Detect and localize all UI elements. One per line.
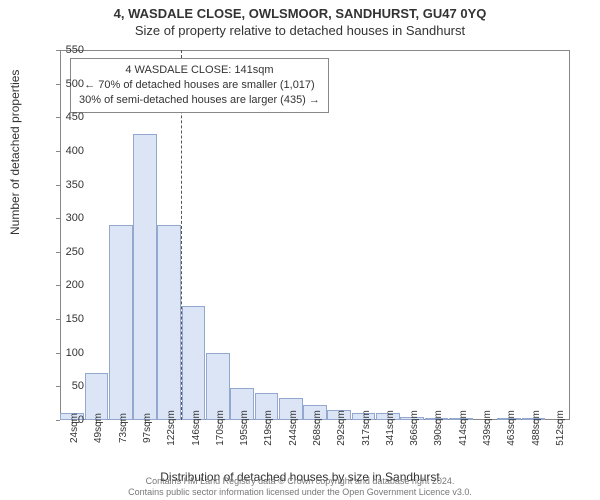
ytick-label: 550 [54, 44, 84, 56]
xtick-label: 219sqm [263, 410, 274, 446]
xtick-label: 122sqm [166, 410, 177, 446]
info-box: 4 WASDALE CLOSE: 141sqm ← 70% of detache… [70, 58, 329, 113]
info-box-line-1: 4 WASDALE CLOSE: 141sqm [79, 63, 320, 78]
xtick-label: 512sqm [555, 410, 566, 446]
y-axis-label: Number of detached properties [8, 70, 22, 235]
footer-line-1: Contains HM Land Registry data © Crown c… [0, 476, 600, 487]
ytick-label: 100 [54, 347, 84, 359]
xtick-label: 414sqm [458, 410, 469, 446]
footer-attribution: Contains HM Land Registry data © Crown c… [0, 476, 600, 498]
xtick-label: 97sqm [142, 413, 153, 443]
ytick-label: 350 [54, 179, 84, 191]
xtick-label: 244sqm [288, 410, 299, 446]
title-line-1: 4, WASDALE CLOSE, OWLSMOOR, SANDHURST, G… [0, 6, 600, 21]
footer-line-2: Contains public sector information licen… [0, 487, 600, 498]
histogram-bar [182, 306, 206, 420]
histogram-bar [157, 225, 181, 420]
plot-area: 24sqm49sqm73sqm97sqm122sqm146sqm170sqm19… [60, 50, 570, 420]
xtick-label: 170sqm [215, 410, 226, 446]
xtick-label: 146sqm [191, 410, 202, 446]
ytick-label: 300 [54, 212, 84, 224]
chart-title: 4, WASDALE CLOSE, OWLSMOOR, SANDHURST, G… [0, 0, 600, 38]
info-box-line-2: ← 70% of detached houses are smaller (1,… [79, 78, 320, 93]
xtick-label: 390sqm [433, 410, 444, 446]
xtick-label: 341sqm [385, 410, 396, 446]
xtick-label: 439sqm [482, 410, 493, 446]
xtick-label: 366sqm [409, 410, 420, 446]
histogram-bar [133, 134, 157, 420]
title-line-2: Size of property relative to detached ho… [0, 23, 600, 38]
xtick-label: 195sqm [239, 410, 250, 446]
ytick-label: 250 [54, 246, 84, 258]
ytick-label: 400 [54, 145, 84, 157]
xtick-label: 73sqm [118, 413, 129, 443]
ytick-label: 0 [54, 414, 84, 426]
info-box-line-3: 30% of semi-detached houses are larger (… [79, 93, 320, 108]
xtick-label: 317sqm [361, 410, 372, 446]
ytick-label: 150 [54, 313, 84, 325]
xtick-label: 463sqm [506, 410, 517, 446]
histogram-bar [109, 225, 133, 420]
ytick-label: 450 [54, 111, 84, 123]
xtick-label: 292sqm [336, 410, 347, 446]
xtick-label: 268sqm [312, 410, 323, 446]
ytick-label: 200 [54, 279, 84, 291]
ytick-label: 50 [54, 380, 84, 392]
xtick-label: 49sqm [93, 413, 104, 443]
ytick-label: 500 [54, 78, 84, 90]
xtick-label: 488sqm [531, 410, 542, 446]
